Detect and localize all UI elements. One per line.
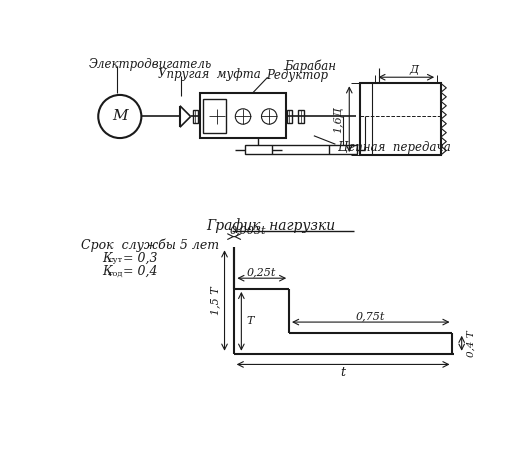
Bar <box>200 93 286 138</box>
Text: М: М <box>112 110 127 124</box>
Text: Редуктор: Редуктор <box>266 69 328 82</box>
Text: 0,25t: 0,25t <box>247 267 277 277</box>
Text: 0,003t: 0,003t <box>230 226 266 235</box>
Text: 1,5 Т: 1,5 Т <box>211 286 220 315</box>
Text: Цепная  передача: Цепная передача <box>339 141 451 154</box>
Text: Т: Т <box>246 316 253 327</box>
Bar <box>360 83 441 155</box>
Text: 0,4 Т: 0,4 Т <box>467 330 476 357</box>
Bar <box>329 145 357 154</box>
Bar <box>298 110 304 124</box>
Bar <box>203 99 226 133</box>
Text: Упругая  муфта: Упругая муфта <box>158 68 261 81</box>
Text: К: К <box>102 265 112 278</box>
Text: Электродвигатель: Электродвигатель <box>89 58 212 71</box>
Bar <box>287 110 293 124</box>
Bar <box>193 110 198 124</box>
Text: График  нагрузки: График нагрузки <box>206 218 335 233</box>
Text: Д: Д <box>409 65 418 75</box>
Text: 1,6Д: 1,6Д <box>333 106 343 133</box>
Text: t: t <box>341 366 345 379</box>
Bar <box>244 145 272 154</box>
Text: год: год <box>108 270 123 277</box>
Circle shape <box>209 109 224 124</box>
Text: сут: сут <box>108 257 123 264</box>
Text: 0,75t: 0,75t <box>356 311 386 321</box>
Text: = 0,3: = 0,3 <box>123 252 158 265</box>
Text: = 0,4: = 0,4 <box>123 265 158 278</box>
Circle shape <box>235 109 251 124</box>
Text: Барабан: Барабан <box>285 60 336 73</box>
Text: Срок  службы 5 лет: Срок службы 5 лет <box>81 238 220 252</box>
Text: К: К <box>102 252 112 265</box>
Circle shape <box>261 109 277 124</box>
Circle shape <box>98 95 141 138</box>
